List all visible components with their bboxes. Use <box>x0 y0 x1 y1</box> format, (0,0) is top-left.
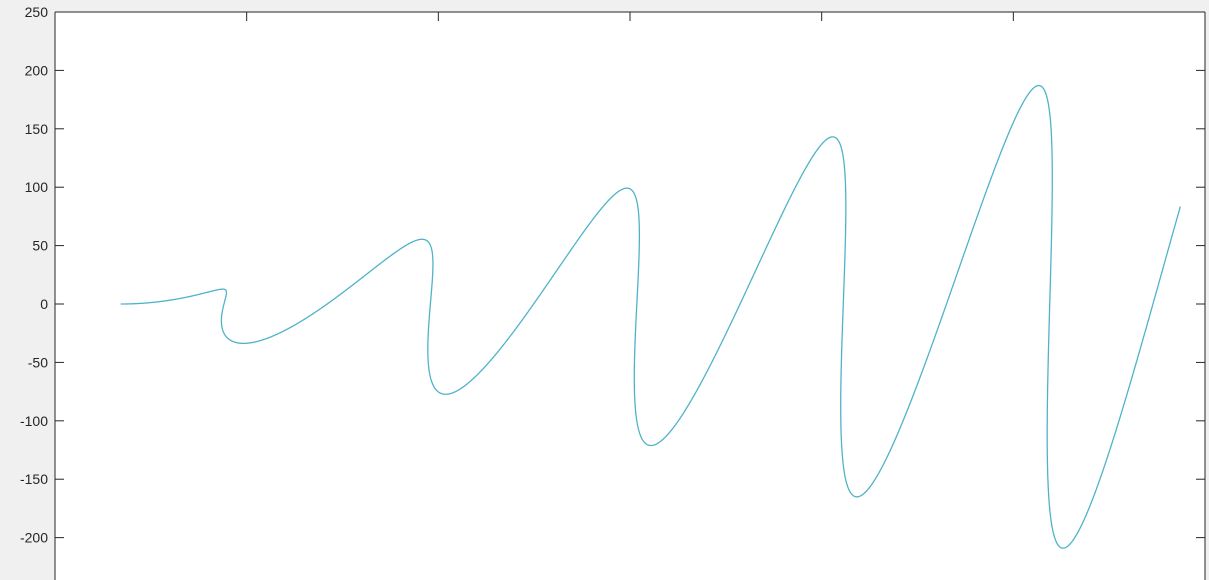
y-tick-label: -50 <box>28 354 48 370</box>
y-axis-ticks <box>55 11 1205 539</box>
y-tick-label: 0 <box>40 296 48 312</box>
y-tick-label: 250 <box>25 4 49 20</box>
y-tick-label: 100 <box>25 179 49 195</box>
y-tick-label: 150 <box>25 121 49 137</box>
y-tick-label: -150 <box>20 471 48 487</box>
y-axis-tick-labels: 250 200 150 100 50 0 -50 -100 -150 -200 <box>20 4 48 546</box>
y-tick-label: 200 <box>25 62 49 78</box>
x-axis-ticks <box>54 12 1206 21</box>
y-tick-label: 50 <box>32 238 48 254</box>
axes-background <box>55 12 1205 580</box>
data-curve <box>120 84 1181 549</box>
y-tick-label: -100 <box>20 413 48 429</box>
y-tick-label: -200 <box>20 530 48 546</box>
